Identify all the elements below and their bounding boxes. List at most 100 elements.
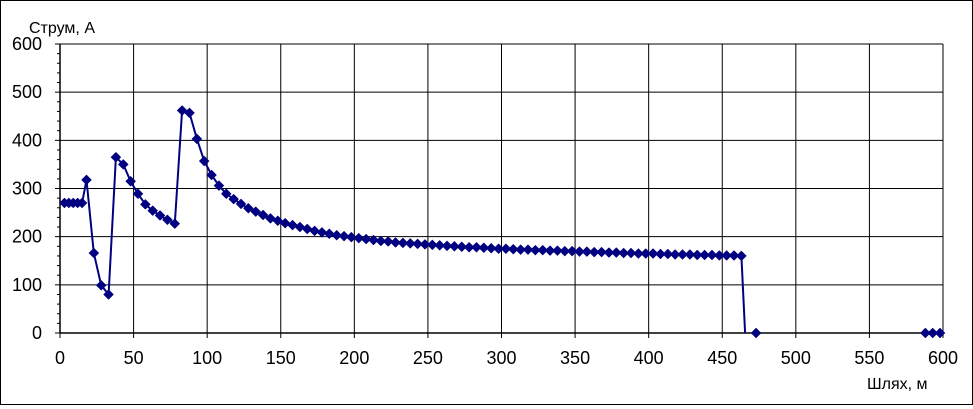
data-point [257, 209, 269, 221]
x-tick-label: 550 [854, 348, 884, 368]
data-point [691, 249, 703, 261]
x-tick-label: 450 [707, 348, 737, 368]
data-point [132, 188, 144, 200]
data-point [316, 226, 328, 238]
y-tick-label: 400 [12, 130, 42, 150]
data-point [515, 244, 526, 256]
y-tick-label: 200 [12, 227, 42, 247]
data-point [927, 327, 939, 339]
data-point [382, 236, 394, 247]
data-point [713, 250, 725, 261]
data-point [736, 250, 747, 262]
data-point [493, 243, 504, 255]
data-point [566, 245, 578, 257]
data-point [544, 245, 556, 256]
x-tick-label: 100 [192, 348, 222, 368]
data-point [375, 235, 387, 247]
data-point [294, 221, 306, 233]
series-markers-group [59, 105, 946, 339]
x-tick-label: 600 [928, 348, 958, 368]
data-point [610, 247, 622, 258]
y-tick-labels: 0 100 200 300 400 500 600 [12, 34, 42, 343]
data-point [478, 242, 490, 254]
data-point [338, 230, 350, 242]
data-point [559, 245, 571, 257]
data-point [456, 241, 468, 253]
data-point [750, 327, 762, 339]
data-point [390, 237, 401, 248]
data-point [588, 246, 600, 258]
data-point [529, 244, 541, 256]
data-point [147, 205, 159, 217]
data-point [206, 169, 217, 181]
data-point [125, 175, 136, 187]
data-point [184, 107, 195, 119]
data-point [471, 241, 482, 253]
x-tick-label: 200 [339, 348, 369, 368]
data-point [728, 250, 740, 261]
data-point [684, 249, 696, 260]
data-point [706, 249, 718, 261]
data-point [581, 246, 593, 257]
data-point [228, 193, 240, 205]
data-point [220, 188, 232, 200]
data-point [412, 238, 423, 250]
data-point [596, 246, 607, 258]
data-point [552, 245, 563, 256]
data-point [633, 248, 644, 259]
data-point [346, 231, 357, 243]
data-point [95, 279, 107, 291]
data-point [360, 233, 372, 245]
x-tick-label: 400 [634, 348, 664, 368]
data-point [934, 327, 946, 339]
x-tick-labels: 0 50 100 150 200 250 300 350 400 450 500 550 600 [55, 348, 958, 368]
data-point [603, 247, 615, 258]
data-point [140, 199, 151, 210]
data-point [198, 155, 210, 167]
data-point [404, 238, 416, 249]
x-tick-label: 150 [266, 348, 296, 368]
data-point [463, 241, 475, 253]
data-point [103, 289, 114, 300]
data-point [331, 229, 343, 241]
x-tick-label: 250 [413, 348, 443, 368]
x-tick-label: 0 [55, 348, 65, 368]
data-point [162, 214, 173, 226]
data-point [301, 223, 313, 235]
data-point [699, 249, 710, 261]
y-tick-label: 100 [12, 275, 42, 295]
data-point [919, 327, 931, 339]
data-point [647, 248, 659, 259]
data-point [522, 244, 534, 256]
data-point [287, 219, 298, 231]
data-point [500, 243, 512, 255]
grid [60, 43, 944, 333]
data-point [81, 174, 92, 186]
data-point [191, 133, 203, 145]
data-point [677, 249, 688, 260]
data-point [243, 202, 254, 214]
y-tick-label: 0 [32, 323, 42, 343]
data-point [76, 197, 88, 209]
data-point [397, 237, 409, 249]
data-point [640, 248, 652, 259]
y-tick-label: 500 [12, 82, 42, 102]
data-point [309, 225, 320, 237]
data-point [279, 217, 291, 229]
x-tick-label: 300 [486, 348, 516, 368]
x-axis-title: Шлях, м [867, 376, 928, 393]
x-tick-label: 50 [124, 348, 144, 368]
data-point [88, 247, 100, 259]
data-point [662, 248, 674, 260]
data-point [235, 198, 247, 210]
data-point [213, 180, 225, 191]
data-point [368, 234, 379, 246]
data-point [419, 239, 431, 250]
data-point [507, 243, 519, 255]
x-tick-label: 350 [560, 348, 590, 368]
data-point [618, 247, 630, 259]
data-point [353, 232, 365, 244]
data-point [449, 240, 460, 252]
